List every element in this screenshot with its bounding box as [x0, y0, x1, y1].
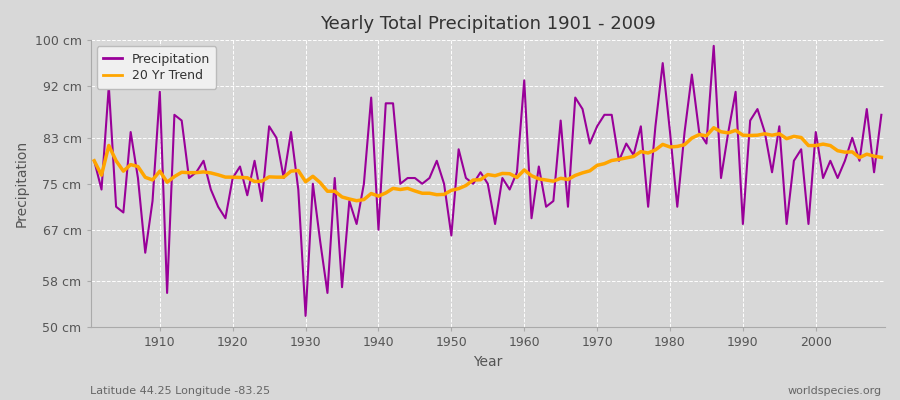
Text: Latitude 44.25 Longitude -83.25: Latitude 44.25 Longitude -83.25	[90, 386, 270, 396]
Precipitation	[708, 44, 719, 48]
20 Yr Trend	[708, 125, 719, 130]
X-axis label: Year: Year	[473, 355, 502, 369]
Precipitation	[315, 239, 326, 244]
Precipitation	[89, 158, 100, 163]
Precipitation	[526, 216, 537, 221]
Precipitation	[876, 112, 886, 117]
20 Yr Trend	[526, 173, 537, 178]
20 Yr Trend	[518, 168, 529, 172]
Precipitation	[518, 78, 529, 83]
Precipitation	[358, 181, 369, 186]
20 Yr Trend	[351, 198, 362, 203]
20 Yr Trend	[308, 174, 319, 179]
20 Yr Trend	[147, 178, 158, 182]
Text: worldspecies.org: worldspecies.org	[788, 386, 882, 396]
Legend: Precipitation, 20 Yr Trend: Precipitation, 20 Yr Trend	[97, 46, 216, 89]
Precipitation	[614, 158, 625, 163]
Title: Yearly Total Precipitation 1901 - 2009: Yearly Total Precipitation 1901 - 2009	[320, 15, 656, 33]
Line: 20 Yr Trend: 20 Yr Trend	[94, 128, 881, 201]
Y-axis label: Precipitation: Precipitation	[15, 140, 29, 227]
20 Yr Trend	[876, 155, 886, 160]
20 Yr Trend	[358, 197, 369, 202]
20 Yr Trend	[89, 158, 100, 163]
20 Yr Trend	[614, 157, 625, 162]
Precipitation	[147, 199, 158, 204]
Precipitation	[301, 314, 311, 318]
Line: Precipitation: Precipitation	[94, 46, 881, 316]
